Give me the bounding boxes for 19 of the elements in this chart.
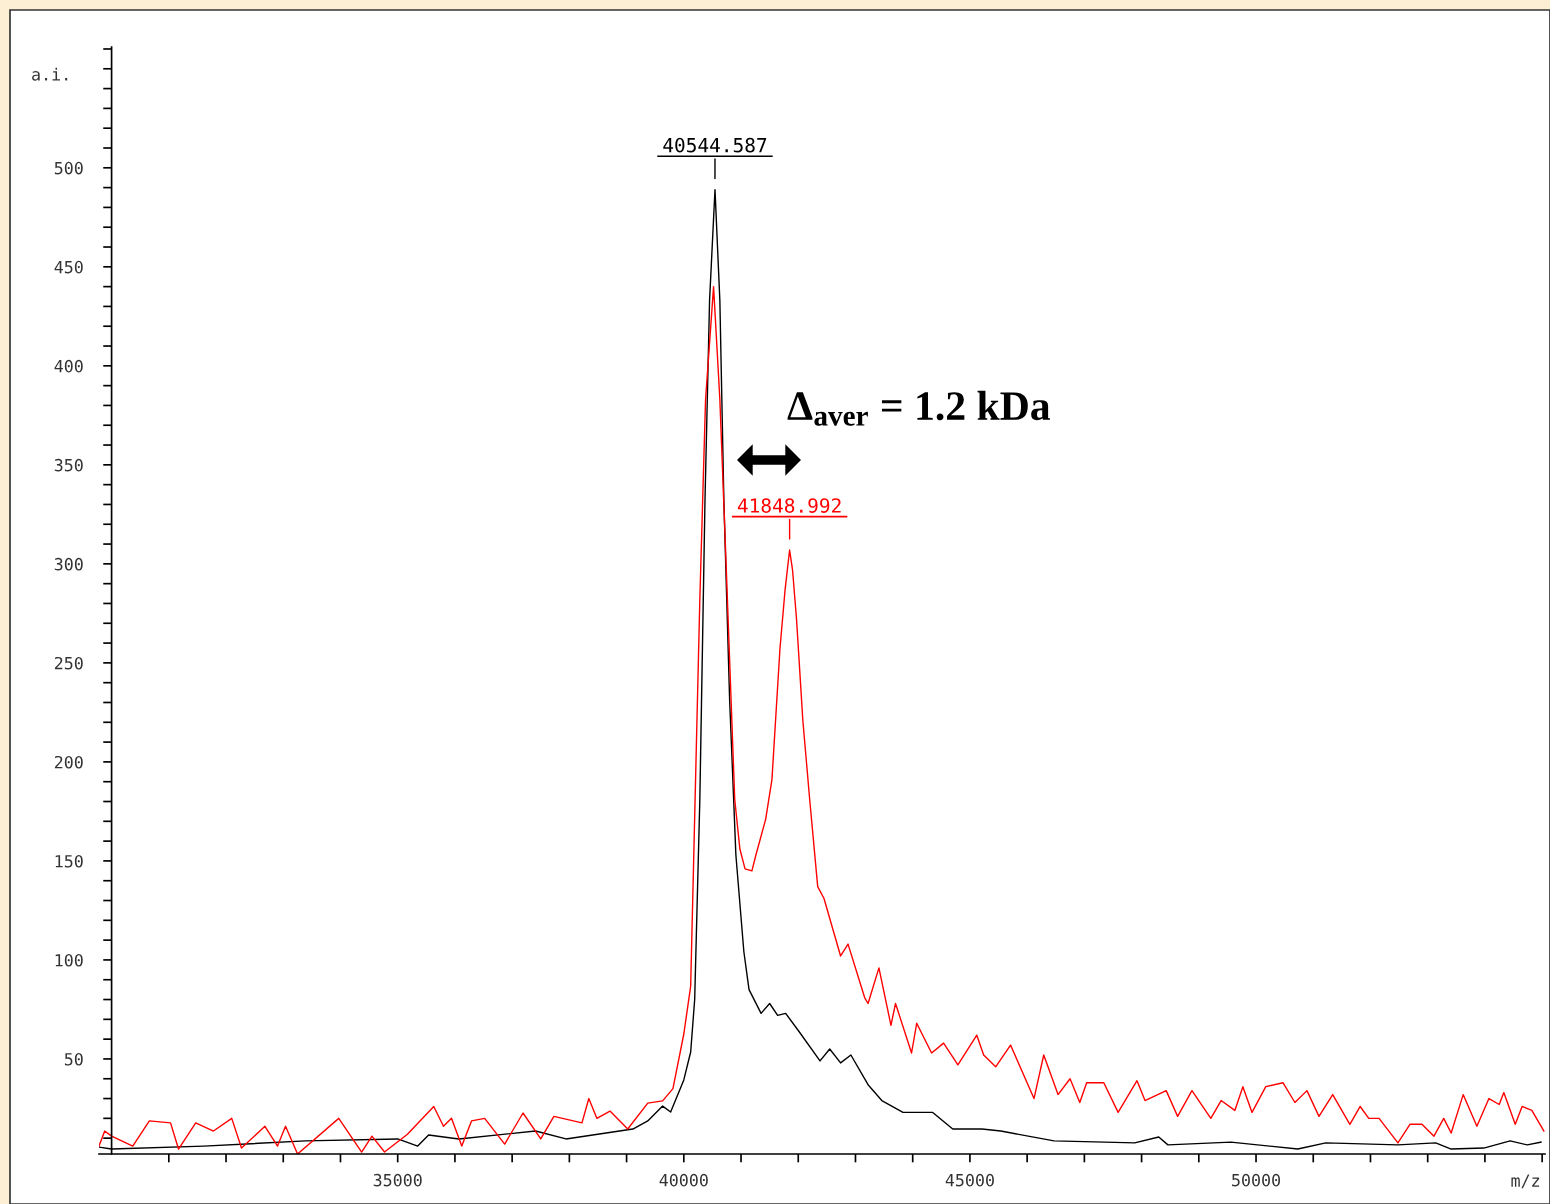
x-tick-label: 35000 (373, 1173, 422, 1187)
x-tick-label: 45000 (945, 1173, 994, 1187)
x-tick-label: 50000 (1232, 1173, 1281, 1187)
y-tick-label: 400 (54, 359, 83, 373)
y-tick-label: 150 (55, 854, 83, 868)
y-tick-label: 300 (54, 557, 83, 571)
y-tick-label: 100 (55, 953, 83, 967)
y-tick-label: 350 (54, 458, 83, 472)
y-tick-label: 250 (54, 656, 83, 670)
y-tick-label: 200 (54, 755, 83, 769)
y-axis-title: a.i. (32, 67, 68, 81)
x-axis-title: m/z (1511, 1174, 1540, 1189)
x-tick-label: 40000 (659, 1173, 708, 1187)
y-tick-label: 500 (54, 161, 83, 175)
y-tick-label: 450 (54, 260, 83, 274)
annotation: Δ$_{aver}$ = 1.2 kDa (787, 390, 1051, 426)
y-tick-label: 50 (64, 1052, 83, 1066)
annotation: 41848.992 (737, 498, 841, 513)
annotation: 40544.587 (663, 137, 767, 153)
